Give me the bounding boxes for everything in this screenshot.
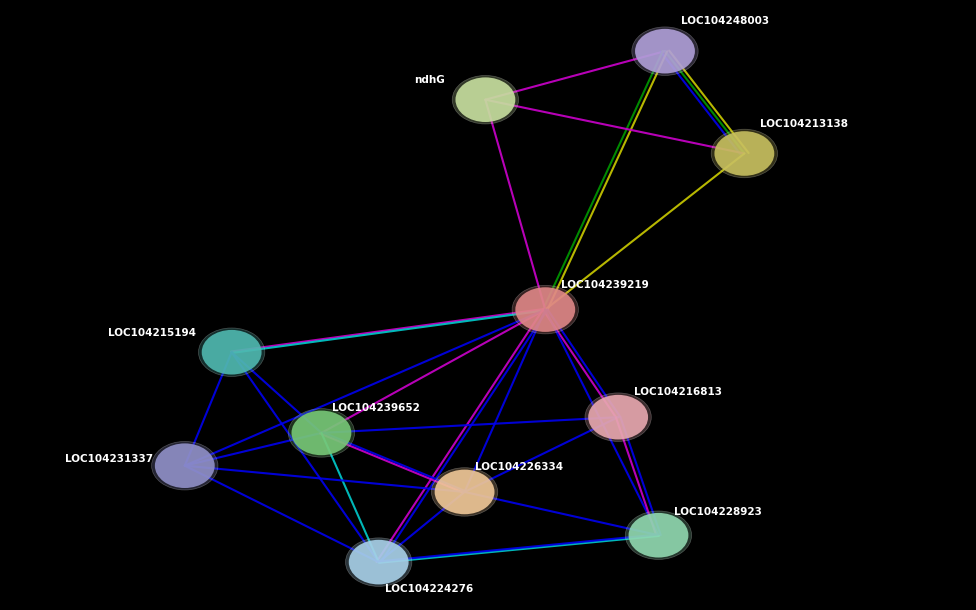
Text: LOC104216813: LOC104216813 — [633, 387, 721, 398]
Text: LOC104248003: LOC104248003 — [680, 16, 769, 26]
Text: LOC104215194: LOC104215194 — [108, 328, 196, 338]
Text: LOC104226334: LOC104226334 — [475, 462, 563, 472]
Ellipse shape — [515, 287, 575, 332]
Ellipse shape — [202, 330, 262, 375]
Ellipse shape — [635, 29, 695, 73]
Text: LOC104228923: LOC104228923 — [674, 507, 762, 517]
Ellipse shape — [151, 442, 218, 490]
Ellipse shape — [434, 470, 495, 514]
Ellipse shape — [198, 328, 264, 376]
Text: LOC104239652: LOC104239652 — [332, 403, 420, 413]
Ellipse shape — [585, 393, 651, 442]
Text: LOC104224276: LOC104224276 — [386, 584, 473, 594]
Ellipse shape — [155, 443, 215, 488]
Ellipse shape — [714, 131, 774, 176]
Ellipse shape — [288, 409, 354, 457]
Ellipse shape — [712, 129, 778, 178]
Ellipse shape — [631, 27, 698, 76]
Ellipse shape — [348, 540, 409, 584]
Ellipse shape — [346, 538, 412, 586]
Text: LOC104231337: LOC104231337 — [65, 454, 153, 464]
Ellipse shape — [456, 77, 515, 122]
Ellipse shape — [512, 285, 579, 334]
Ellipse shape — [431, 468, 498, 516]
Text: LOC104213138: LOC104213138 — [760, 118, 848, 129]
Text: LOC104239219: LOC104239219 — [561, 280, 649, 290]
Ellipse shape — [626, 511, 692, 559]
Ellipse shape — [629, 513, 688, 558]
Ellipse shape — [589, 395, 648, 439]
Ellipse shape — [452, 76, 518, 124]
Ellipse shape — [292, 411, 351, 455]
Text: ndhG: ndhG — [414, 75, 445, 85]
